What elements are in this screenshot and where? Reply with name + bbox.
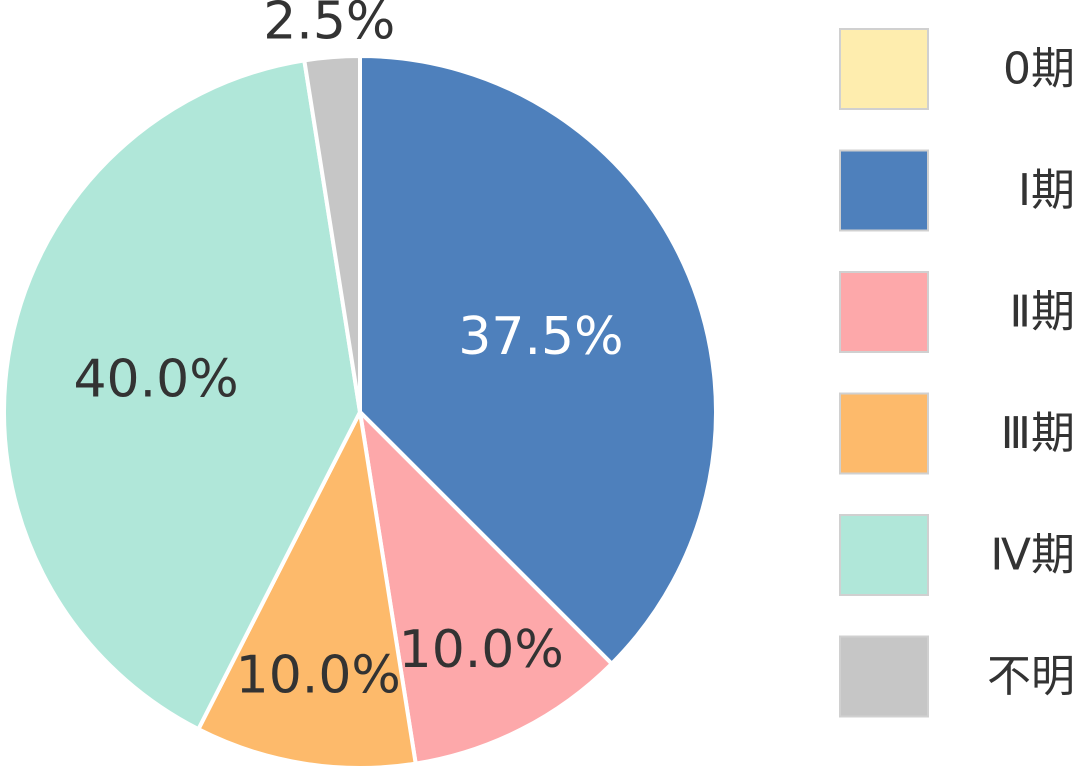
legend-label-3: Ⅱ期 xyxy=(1009,287,1075,338)
slice-5 xyxy=(2,58,363,732)
slice-6-label: 2.5% xyxy=(263,0,395,52)
legend-label-4: Ⅲ期 xyxy=(1001,408,1075,459)
legend-swatch-4 xyxy=(839,392,929,475)
legend-swatch-2 xyxy=(839,149,929,232)
legend-swatch-5 xyxy=(839,514,929,596)
slice-3 xyxy=(357,406,615,766)
slice-5-label: 40.0% xyxy=(73,350,238,410)
legend-label-2: Ⅰ期 xyxy=(1018,165,1075,216)
legend-label-1: 0期 xyxy=(1003,44,1075,95)
legend-swatch-6 xyxy=(839,635,929,718)
slice-2-label: 37.5% xyxy=(458,307,623,367)
pie-slices xyxy=(2,53,718,770)
slice-4 xyxy=(195,405,418,770)
slice-2 xyxy=(358,53,718,667)
slice-3-label: 10.0% xyxy=(399,620,564,680)
slice-4-label: 10.0% xyxy=(236,646,401,706)
legend-swatch-1 xyxy=(839,28,929,110)
legend-swatch-3 xyxy=(839,271,929,353)
legend-label-6: 不明 xyxy=(987,651,1075,702)
legend-label-5: Ⅳ期 xyxy=(990,530,1075,581)
slice-6 xyxy=(302,53,362,413)
pie-data-labels: 37.5% 10.0%10.0% 40.0% 2.5% xyxy=(73,0,623,706)
